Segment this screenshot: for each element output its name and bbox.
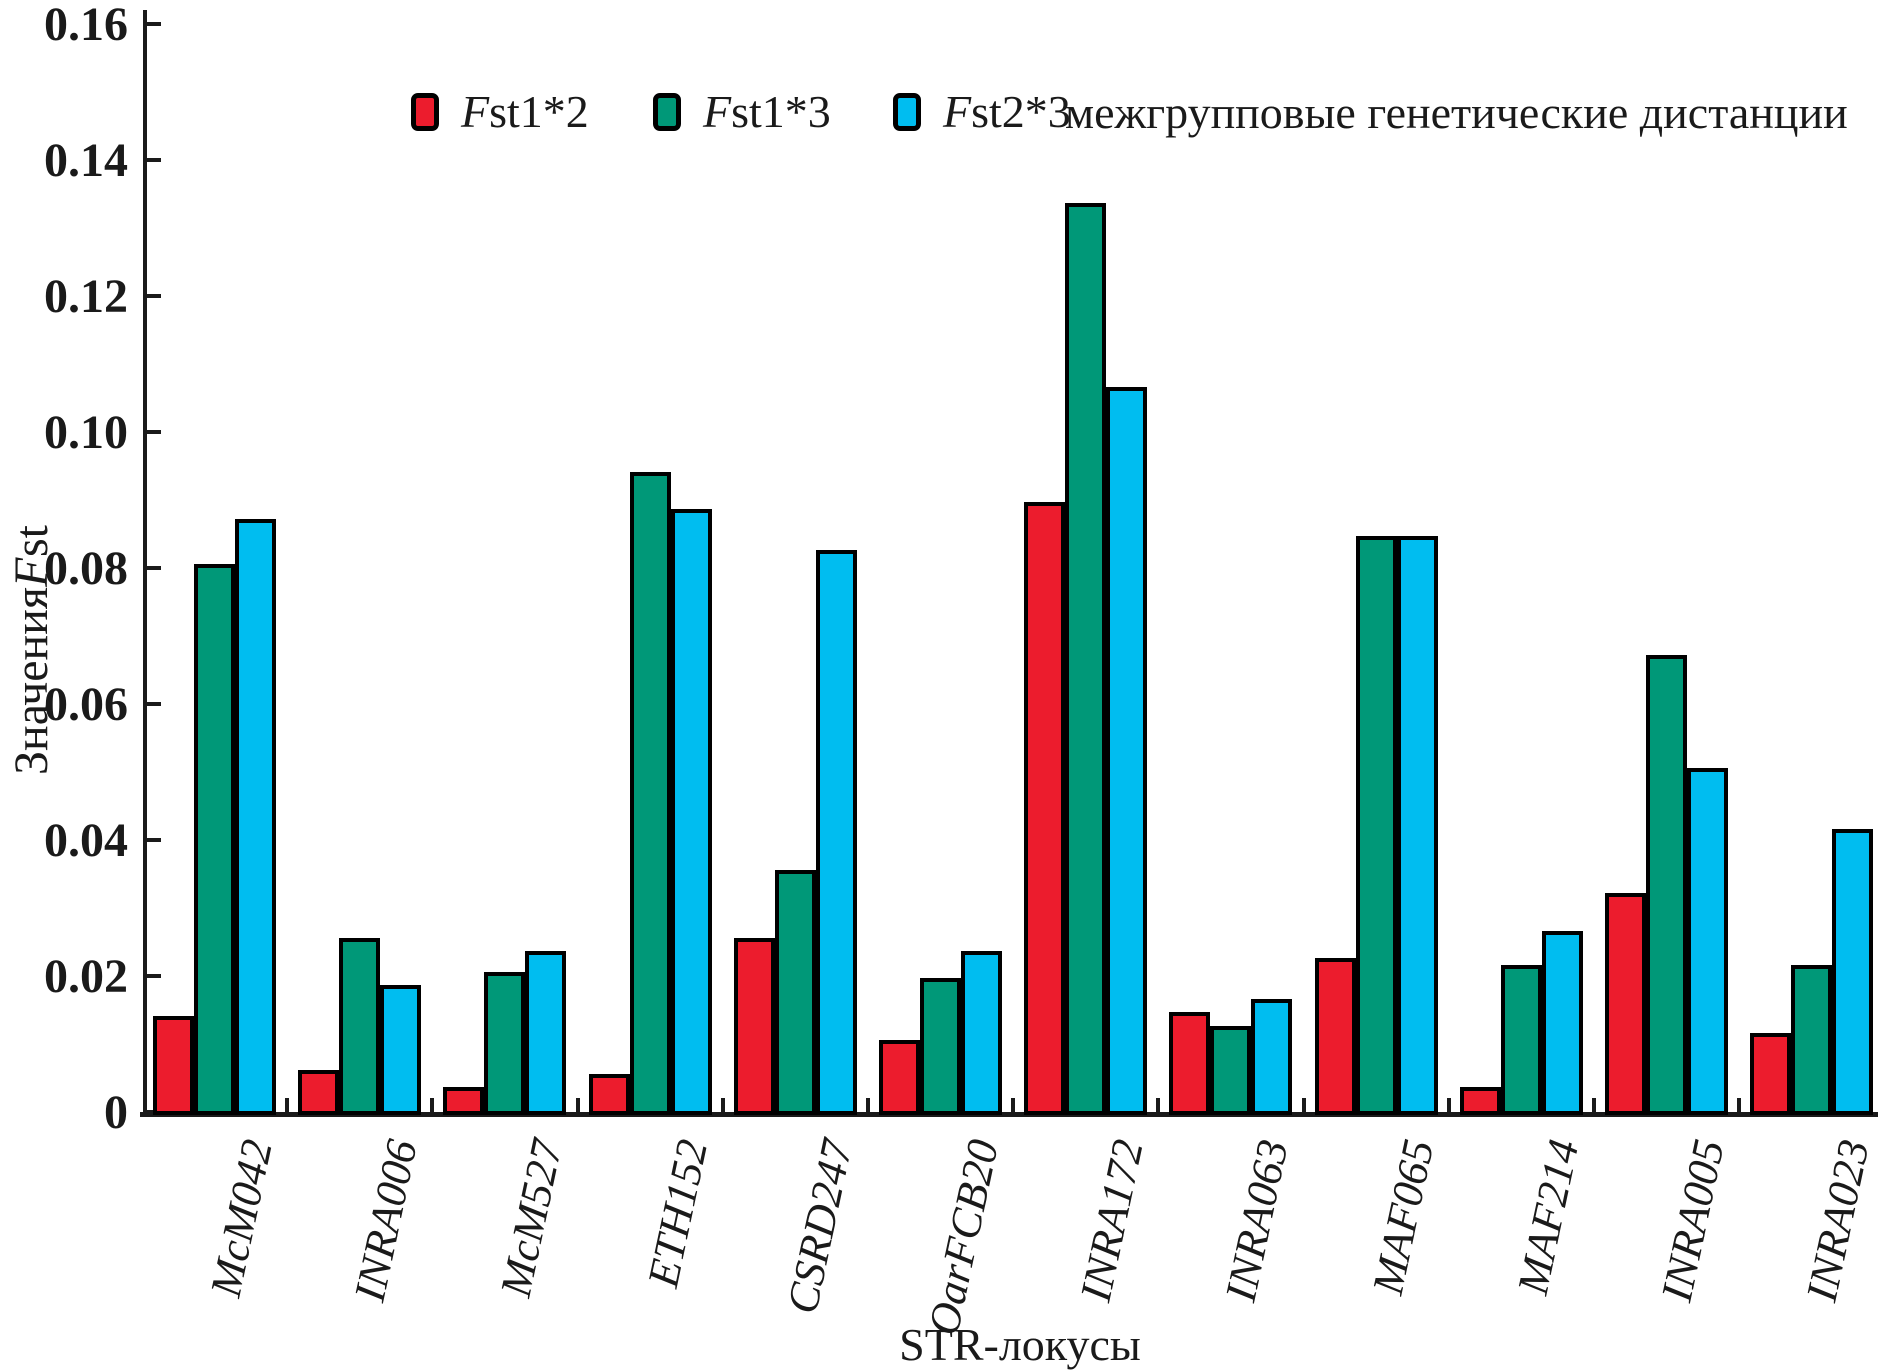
legend-item: Fst1*2 bbox=[411, 86, 589, 138]
bar bbox=[734, 938, 775, 1115]
x-tick bbox=[285, 1098, 290, 1112]
bar bbox=[1315, 958, 1356, 1115]
y-tick bbox=[147, 838, 161, 842]
bar bbox=[1169, 1012, 1210, 1115]
x-category-label: INRA006 bbox=[344, 1135, 427, 1306]
bar bbox=[671, 509, 712, 1115]
y-tick-label: 0.08 bbox=[44, 542, 128, 595]
bar bbox=[298, 1070, 339, 1115]
bar bbox=[920, 978, 961, 1115]
bar bbox=[1460, 1087, 1501, 1115]
x-tick bbox=[720, 1098, 725, 1112]
bar bbox=[1542, 931, 1583, 1115]
x-category-label: McM042 bbox=[200, 1135, 282, 1301]
bar bbox=[380, 985, 421, 1115]
bar bbox=[1065, 203, 1106, 1115]
x-tick bbox=[1446, 1098, 1451, 1112]
x-tick bbox=[1737, 1098, 1742, 1112]
y-tick-label: 0.14 bbox=[44, 134, 128, 187]
bar bbox=[961, 951, 1002, 1115]
legend-label: Fst1*2 bbox=[461, 86, 589, 137]
y-tick bbox=[147, 22, 161, 26]
x-category-label: McM527 bbox=[490, 1135, 572, 1301]
y-tick bbox=[147, 158, 161, 162]
legend-item: Fst2*3 bbox=[893, 86, 1071, 138]
x-category-label: MAF065 bbox=[1362, 1135, 1444, 1299]
legend-item: Fst1*3 bbox=[653, 86, 831, 138]
y-tick bbox=[147, 566, 161, 570]
x-axis bbox=[140, 1112, 1878, 1117]
y-tick bbox=[147, 430, 161, 434]
bar bbox=[630, 472, 671, 1115]
legend-label: Fst1*3 bbox=[703, 86, 831, 137]
y-tick-label: 0.16 bbox=[44, 0, 128, 51]
legend-note: межгрупповые генетические дистанции bbox=[1065, 87, 1848, 138]
x-category-label: ETH152 bbox=[638, 1135, 718, 1292]
bar bbox=[194, 564, 235, 1115]
bar bbox=[1356, 536, 1397, 1115]
x-tick bbox=[1301, 1098, 1306, 1112]
x-category-label: INRA005 bbox=[1651, 1135, 1734, 1306]
bar bbox=[1397, 536, 1438, 1115]
x-tick bbox=[866, 1098, 870, 1112]
y-tick bbox=[147, 702, 161, 706]
bar bbox=[235, 519, 276, 1115]
y-tick-label: 0.02 bbox=[44, 950, 128, 1003]
y-tick-label: 0.04 bbox=[44, 814, 128, 867]
x-tick bbox=[1011, 1098, 1016, 1112]
y-tick bbox=[147, 294, 161, 298]
bar bbox=[1832, 829, 1873, 1115]
bar bbox=[1791, 965, 1832, 1115]
bar bbox=[1750, 1033, 1791, 1115]
x-category-label: INRA023 bbox=[1796, 1135, 1879, 1306]
x-category-label: MAF214 bbox=[1507, 1135, 1589, 1299]
legend-swatch bbox=[653, 93, 681, 131]
x-tick bbox=[430, 1098, 435, 1112]
x-category-label: INRA172 bbox=[1070, 1135, 1153, 1306]
bar bbox=[153, 1016, 194, 1115]
bar bbox=[339, 938, 380, 1115]
bar bbox=[1024, 502, 1065, 1115]
y-tick-label: 0.06 bbox=[44, 678, 128, 731]
bar bbox=[589, 1074, 630, 1115]
bar bbox=[1646, 655, 1687, 1115]
x-category-label: OarFCB20 bbox=[918, 1135, 1008, 1340]
x-tick bbox=[575, 1098, 580, 1112]
bar bbox=[1106, 387, 1147, 1115]
bar bbox=[775, 870, 816, 1115]
y-tick-label: 0 bbox=[104, 1086, 128, 1139]
bar bbox=[1501, 965, 1542, 1115]
x-axis-title: STR-локусы bbox=[899, 1319, 1141, 1370]
y-tick bbox=[147, 974, 161, 978]
legend-swatch bbox=[411, 93, 439, 131]
bar bbox=[1210, 1026, 1251, 1115]
bar bbox=[1687, 768, 1728, 1115]
y-tick-label: 0.12 bbox=[44, 270, 128, 323]
bar bbox=[443, 1087, 484, 1115]
bar bbox=[816, 550, 857, 1115]
bar bbox=[879, 1040, 920, 1115]
x-tick bbox=[1156, 1098, 1161, 1112]
legend-label: Fst2*3 bbox=[943, 86, 1071, 137]
bar bbox=[1251, 999, 1292, 1115]
x-category-label: CSRD247 bbox=[777, 1135, 863, 1318]
y-axis bbox=[143, 10, 147, 1117]
x-tick bbox=[1592, 1098, 1596, 1112]
y-tick-label: 0.10 bbox=[44, 406, 128, 459]
bar bbox=[484, 972, 525, 1115]
bar bbox=[1605, 893, 1646, 1115]
x-category-label: INRA063 bbox=[1215, 1135, 1298, 1306]
legend-swatch bbox=[893, 93, 921, 131]
bar bbox=[525, 951, 566, 1115]
